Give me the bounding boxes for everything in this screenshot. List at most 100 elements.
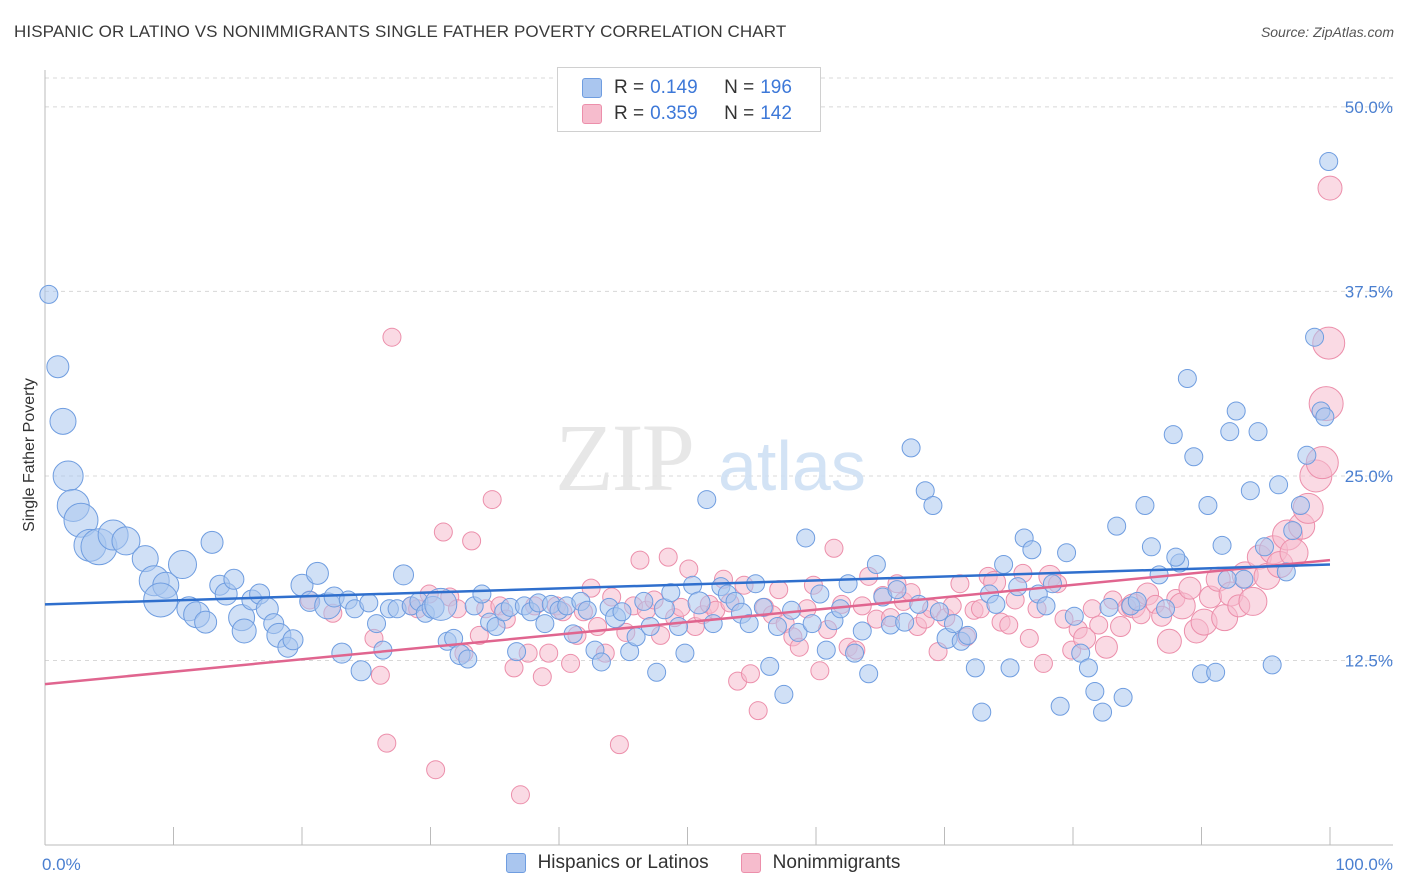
hispanics-point xyxy=(661,583,681,603)
hispanics-trend-line xyxy=(44,563,1331,606)
hispanics-point xyxy=(1036,596,1056,616)
hispanics-point xyxy=(305,561,329,585)
nonimmigrants-point xyxy=(1033,653,1053,673)
legend-label-hispanics: Hispanics or Latinos xyxy=(537,852,709,873)
hispanics-point xyxy=(486,617,506,637)
hispanics-point xyxy=(282,629,304,651)
nonimmigrants-point xyxy=(824,538,844,558)
watermark-atlas: atlas xyxy=(718,427,866,505)
hispanics-point xyxy=(887,580,907,600)
hispanics-point xyxy=(845,643,865,663)
hispanics-point xyxy=(915,481,935,501)
series-legend: Hispanics or Latinos Nonimmigrants xyxy=(0,852,1406,874)
hispanics-point xyxy=(1297,445,1317,465)
nonimmigrants-point xyxy=(748,701,768,721)
correlation-legend: R = 0.149 N = 196 R = 0.359 N = 142 xyxy=(557,67,821,132)
hispanics-point xyxy=(1127,591,1147,611)
hispanics-point xyxy=(1107,516,1127,536)
y-tick-label: 12.5% xyxy=(1345,651,1393,670)
hispanics-point xyxy=(535,614,555,634)
hispanics-point xyxy=(986,594,1006,614)
hispanics-point xyxy=(1184,447,1204,467)
hispanics-point xyxy=(1071,643,1091,663)
hispanics-point xyxy=(929,602,949,622)
hispanics-point xyxy=(767,617,787,637)
hispanics-point xyxy=(866,555,886,575)
hispanics-point xyxy=(350,660,372,682)
hispanics-point xyxy=(895,612,915,632)
hispanics-point xyxy=(774,684,794,704)
nonimmigrants-point xyxy=(679,559,699,579)
nonimmigrants-point xyxy=(609,735,629,755)
hispanics-point xyxy=(393,564,415,586)
hispanics-point xyxy=(1166,547,1186,567)
hispanics-point xyxy=(796,528,816,548)
legend-n-value: 142 xyxy=(760,103,792,124)
hispanics-point xyxy=(1254,537,1274,557)
hispanics-point xyxy=(1008,577,1028,597)
hispanics-point xyxy=(46,355,70,379)
legend-swatch-nonimmigrants xyxy=(582,104,602,124)
nonimmigrants-point xyxy=(1156,628,1182,654)
hispanics-point xyxy=(472,584,492,604)
hispanics-point xyxy=(859,664,879,684)
hispanics-point xyxy=(1057,543,1077,563)
watermark: ZIP atlas xyxy=(555,404,866,511)
nonimmigrants-point xyxy=(630,550,650,570)
y-tick-labels: 12.5% 25.0% 37.5% 50.0% xyxy=(1345,98,1393,671)
nonimmigrants-point xyxy=(1110,616,1132,638)
hispanics-point xyxy=(753,597,773,617)
axes xyxy=(44,70,1393,846)
hispanics-point xyxy=(1177,369,1197,389)
nonimmigrants-trend-line xyxy=(44,558,1331,686)
legend-row-hispanics: R = 0.149 N = 196 xyxy=(582,76,792,100)
y-tick-label: 25.0% xyxy=(1345,467,1393,486)
hispanics-point xyxy=(1217,569,1237,589)
legend-swatch-nonimmigrants xyxy=(740,853,761,873)
legend-r-label: R = xyxy=(614,103,645,124)
hispanics-point xyxy=(1064,606,1084,626)
nonimmigrants-point xyxy=(462,531,482,551)
chart-title: HISPANIC OR LATINO VS NONIMMIGRANTS SING… xyxy=(14,22,787,41)
hispanics-point xyxy=(507,642,527,662)
nonimmigrants-point xyxy=(740,664,760,684)
hispanics-point xyxy=(231,618,257,644)
hispanics-point xyxy=(1078,658,1098,678)
nonimmigrants-point xyxy=(370,665,390,685)
nonimmigrants-point xyxy=(510,785,530,805)
nonimmigrants-point xyxy=(382,327,402,347)
legend-n-value: 196 xyxy=(760,77,792,98)
hispanics-point xyxy=(965,658,985,678)
hispanics-point xyxy=(1248,422,1268,442)
hispanics-point xyxy=(1093,702,1113,722)
hispanics-point xyxy=(788,622,808,642)
nonimmigrants-point xyxy=(1019,628,1039,648)
hispanics-point xyxy=(1220,422,1240,442)
hispanics-point xyxy=(1234,569,1254,589)
hispanics-point xyxy=(1163,425,1183,445)
hispanics-point xyxy=(1276,562,1296,582)
legend-item-nonimmigrants[interactable]: Nonimmigrants xyxy=(740,852,900,874)
y-tick-label: 50.0% xyxy=(1345,98,1393,117)
hispanics-point xyxy=(994,555,1014,575)
x-tick-label: 100.0% xyxy=(1335,855,1393,874)
hispanics-point xyxy=(1141,537,1161,557)
nonimmigrants-point xyxy=(658,547,678,567)
hispanics-point xyxy=(760,656,780,676)
nonimmigrants-point xyxy=(377,733,397,753)
legend-item-hispanics[interactable]: Hispanics or Latinos xyxy=(505,852,709,874)
hispanics-point xyxy=(816,640,836,660)
hispanics-point xyxy=(802,614,822,634)
legend-r-value: 0.149 xyxy=(650,77,698,98)
hispanics-point xyxy=(1269,475,1289,495)
legend-r-value: 0.359 xyxy=(650,103,698,124)
hispanics-point xyxy=(367,614,387,634)
legend-row-nonimmigrants: R = 0.359 N = 142 xyxy=(582,102,792,126)
hispanics-point xyxy=(943,614,963,634)
hispanics-point xyxy=(669,617,689,637)
nonimmigrants-point xyxy=(539,643,559,663)
nonimmigrants-point xyxy=(1094,635,1118,659)
hispanics-point xyxy=(577,600,597,620)
watermark-zip: ZIP xyxy=(555,404,693,511)
hispanics-point xyxy=(1319,152,1339,172)
